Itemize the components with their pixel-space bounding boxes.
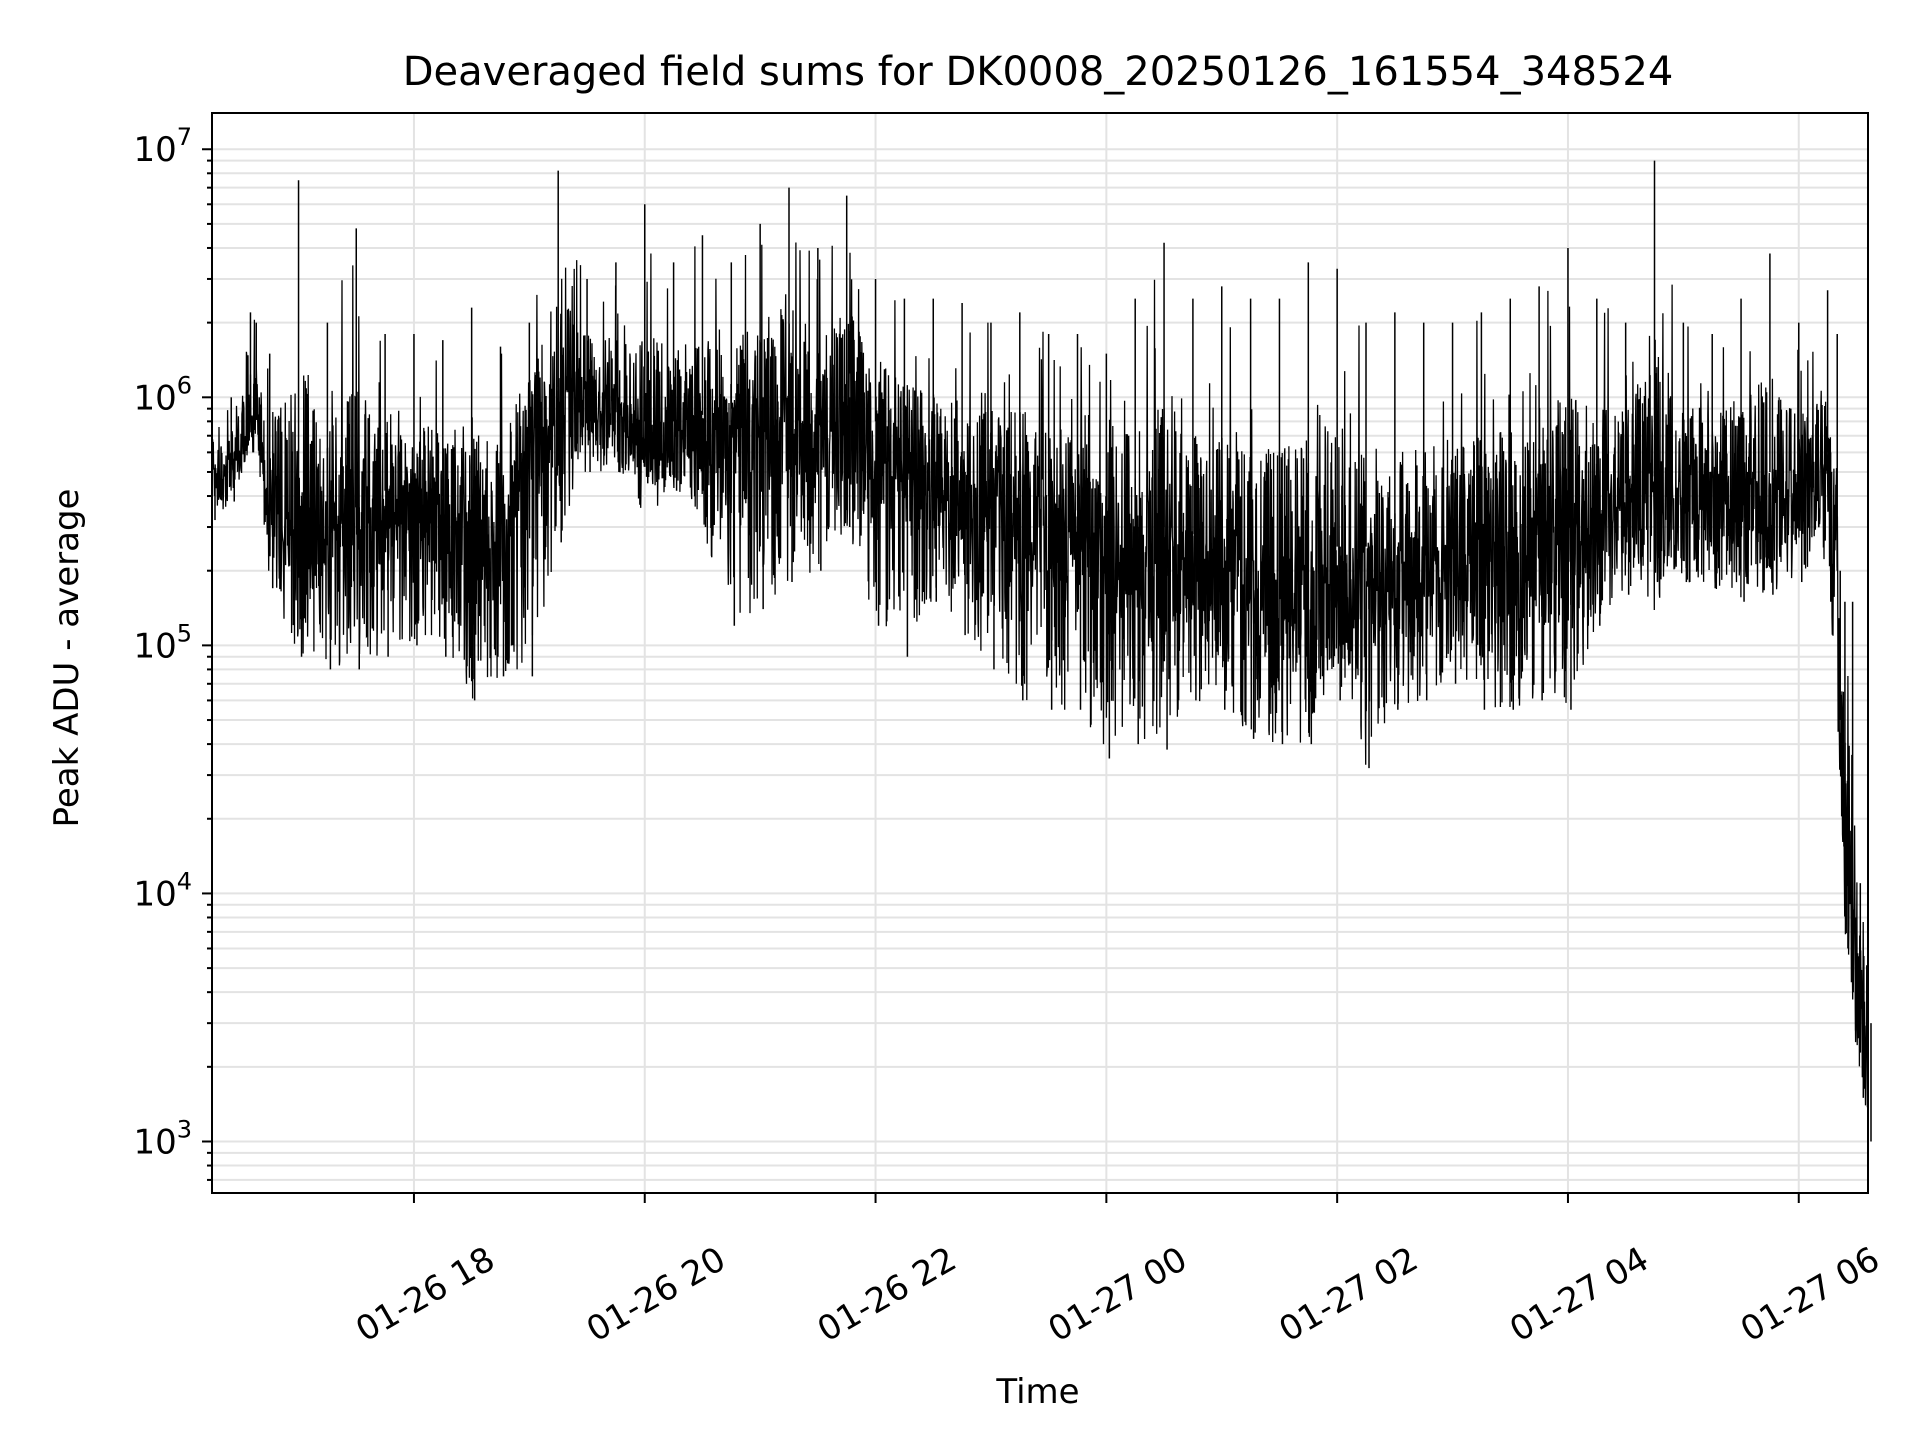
grid bbox=[212, 113, 1868, 1193]
y-tick-label: 105 bbox=[133, 619, 192, 666]
y-tick-exponent: 5 bbox=[177, 619, 192, 647]
x-tick-label: 01-26 20 bbox=[580, 1239, 732, 1350]
data-series bbox=[211, 160, 1872, 1142]
y-tick-base: 10 bbox=[133, 130, 176, 170]
x-tick-label: 01-27 04 bbox=[1503, 1239, 1655, 1350]
x-tick-label: 01-26 22 bbox=[811, 1239, 963, 1350]
x-tick-label: 01-27 00 bbox=[1042, 1239, 1194, 1350]
y-tick-exponent: 7 bbox=[177, 123, 192, 151]
chart-title: Deaveraged field sums for DK0008_2025012… bbox=[403, 49, 1674, 95]
y-tick-exponent: 6 bbox=[177, 371, 192, 399]
x-tick-label: 01-26 18 bbox=[349, 1239, 501, 1350]
y-tick-base: 10 bbox=[133, 378, 176, 418]
y-tick-label: 106 bbox=[133, 371, 192, 418]
y-tick-exponent: 3 bbox=[177, 1116, 192, 1144]
x-axis-label: Time bbox=[995, 1372, 1079, 1412]
x-tick-label: 01-27 02 bbox=[1272, 1239, 1424, 1350]
x-tick-label: 01-27 06 bbox=[1734, 1239, 1886, 1350]
series-line bbox=[211, 242, 1869, 1108]
y-tick-base: 10 bbox=[133, 626, 176, 666]
y-tick-label: 103 bbox=[133, 1116, 192, 1163]
y-tick-base: 10 bbox=[133, 874, 176, 914]
y-tick-exponent: 4 bbox=[177, 867, 192, 895]
y-tick-base: 10 bbox=[133, 1123, 176, 1163]
y-tick-label: 107 bbox=[133, 123, 192, 170]
y-tick-label: 104 bbox=[133, 867, 192, 914]
plot-area-frame bbox=[211, 112, 1869, 1194]
y-axis-label: Peak ADU - average bbox=[47, 489, 87, 828]
